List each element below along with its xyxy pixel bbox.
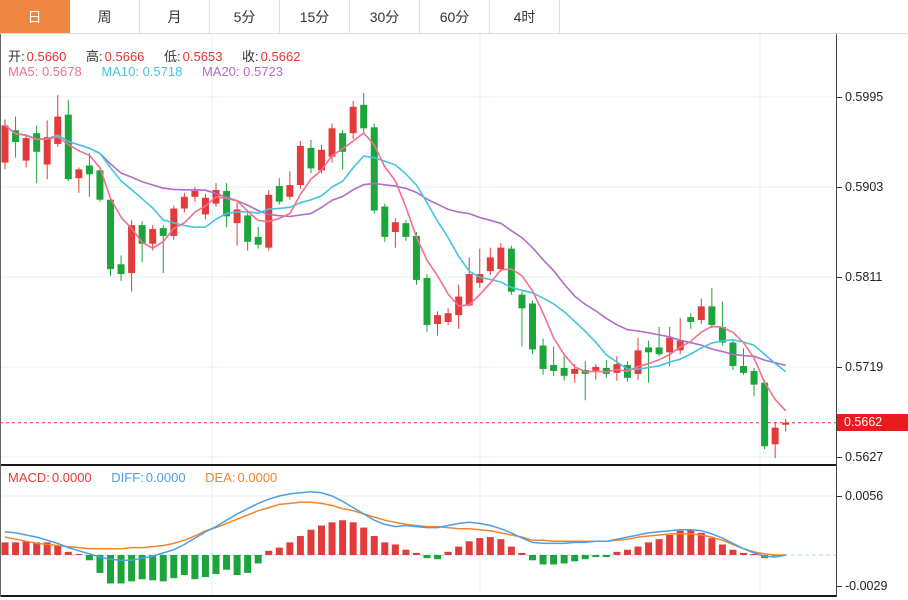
macd-tick: -0.0029 (837, 578, 887, 594)
tab-5min[interactable]: 5分 (210, 0, 280, 33)
last-price-badge: 0.5662 (837, 414, 908, 431)
macd-histogram (1, 520, 779, 584)
tab-monthly[interactable]: 月 (140, 0, 210, 33)
ma10-line (4, 124, 787, 373)
ma5-line (4, 124, 787, 412)
price-tick: 0.5995 (837, 89, 883, 105)
tab-daily[interactable]: 日 (0, 0, 70, 33)
diff-line (4, 491, 786, 562)
price-tick: 0.5719 (837, 359, 883, 375)
price-tick: 0.5627 (837, 449, 883, 465)
price-axis: 0.5995 0.5903 0.5811 0.5719 0.5627 0.566… (836, 34, 908, 597)
tab-weekly[interactable]: 周 (70, 0, 140, 33)
macd-chart-canvas[interactable] (0, 466, 836, 595)
ma20-line (4, 124, 786, 367)
tab-4hour[interactable]: 4时 (490, 0, 560, 33)
period-tab-bar: 日 周 月 5分 15分 30分 60分 4时 (0, 0, 908, 34)
macd-tick: 0.0056 (837, 488, 883, 504)
price-tick: 0.5811 (837, 269, 882, 285)
ma-readout: MA5: 0.5678 MA10: 0.5718 MA20: 0.5723 (8, 64, 283, 79)
tab-60min[interactable]: 60分 (420, 0, 490, 33)
panel-divider (0, 464, 836, 466)
chart-bottom-border (0, 595, 836, 597)
macd-readout: MACD: 0.0000 DIFF: 0.0000 DEA: 0.0000 (8, 470, 278, 485)
ohlc-readout: 开: 0.5660 高: 0.5666 低: 0.5653 收: 0.5662 (8, 49, 301, 64)
tab-15min[interactable]: 15分 (280, 0, 350, 33)
chart-left-border (0, 34, 1, 597)
main-chart-canvas[interactable] (0, 34, 836, 464)
tab-30min[interactable]: 30分 (350, 0, 420, 33)
macd-gridlines (0, 466, 836, 595)
candles (1, 93, 790, 458)
price-tick: 0.5903 (837, 179, 883, 195)
dea-line (4, 501, 786, 556)
